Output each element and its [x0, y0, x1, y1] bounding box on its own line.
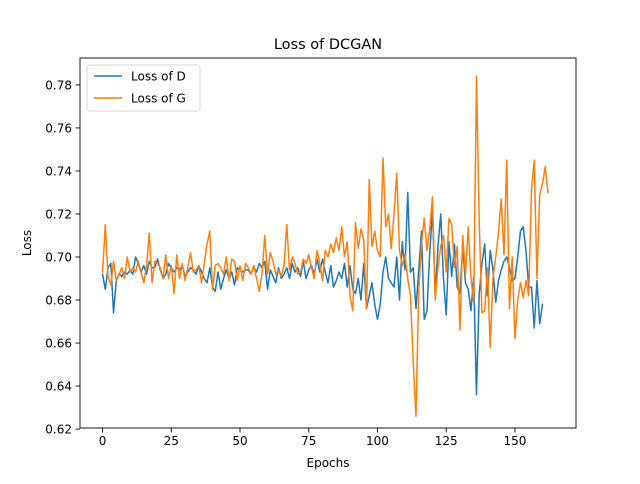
x-tick-label: 125 [435, 434, 458, 448]
legend: Loss of D Loss of G [86, 64, 201, 112]
x-axis-label: Epochs [307, 456, 350, 470]
chart-title: Loss of DCGAN [274, 37, 382, 53]
y-tick-label: 0.64 [45, 380, 72, 394]
x-tick-label: 100 [366, 434, 389, 448]
series-layer [101, 75, 549, 417]
series-line-loss-of-g [101, 75, 549, 417]
x-tick-label: 50 [232, 434, 247, 448]
x-tick-label: 150 [504, 434, 527, 448]
y-tick-label: 0.76 [45, 121, 72, 135]
y-tick-label: 0.66 [45, 337, 72, 351]
y-tick-label: 0.62 [45, 423, 72, 437]
plot-area-frame [79, 57, 577, 429]
y-tick-label: 0.78 [45, 78, 72, 92]
x-tick-label: 25 [164, 434, 179, 448]
y-tick-label: 0.72 [45, 207, 72, 221]
legend-label-loss-of-g: Loss of G [131, 92, 186, 106]
x-tick-label: 0 [99, 434, 107, 448]
legend-label-loss-of-d: Loss of D [131, 70, 186, 84]
x-axis-ticks: 0 25 50 75 100 125 150 [99, 428, 527, 448]
y-axis-ticks: 0.62 0.64 0.66 0.68 0.70 0.72 0.74 0.76 0.78 [45, 78, 80, 437]
y-tick-label: 0.74 [45, 164, 72, 178]
y-tick-label: 0.68 [45, 294, 72, 308]
y-tick-label: 0.70 [45, 250, 72, 264]
y-axis-label: Loss [20, 230, 34, 256]
x-tick-label: 75 [301, 434, 316, 448]
